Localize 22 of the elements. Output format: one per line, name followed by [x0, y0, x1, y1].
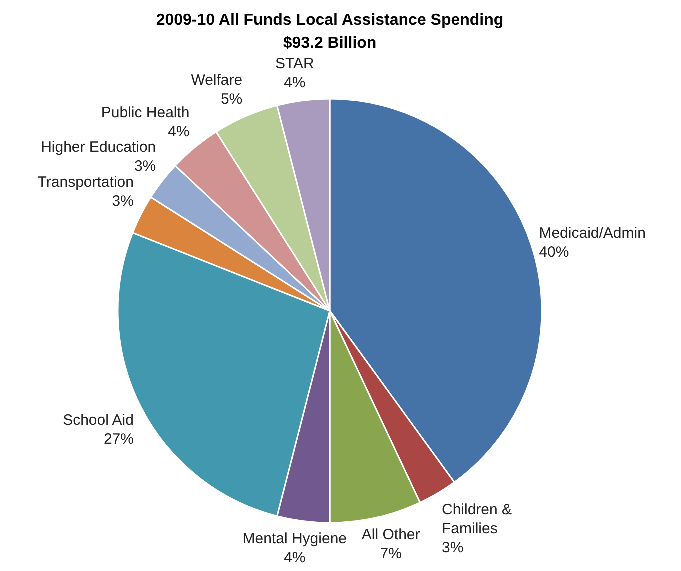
chart-title: 2009-10 All Funds Local Assistance Spending	[156, 12, 504, 29]
slice-label: Transportation	[38, 174, 134, 192]
chart-subtitle: $93.2 Billion	[283, 35, 377, 52]
slice-label: School Aid	[63, 412, 134, 429]
data-label: 3%	[442, 539, 464, 556]
data-label: 27%	[104, 430, 134, 448]
slice-label: Welfare	[191, 72, 243, 90]
data-label: 4%	[168, 123, 190, 140]
data-label: 3%	[112, 193, 134, 210]
data-label: 7%	[380, 546, 402, 563]
data-label: 3%	[134, 158, 156, 176]
data-label: 4%	[284, 549, 306, 566]
data-label: 40%	[539, 244, 570, 262]
slice-label: All Other	[362, 526, 420, 544]
data-label: 5%	[220, 91, 243, 108]
slice-label: Public Health	[101, 104, 190, 122]
slice-label: Higher Education	[41, 139, 156, 156]
slice-label: Medicaid/Admin	[539, 225, 646, 242]
slice-label: Mental Hygiene	[242, 530, 348, 548]
slice-label: STAR	[275, 56, 315, 73]
slice-label: Children & Families	[442, 501, 512, 538]
data-label: 4%	[284, 74, 306, 92]
